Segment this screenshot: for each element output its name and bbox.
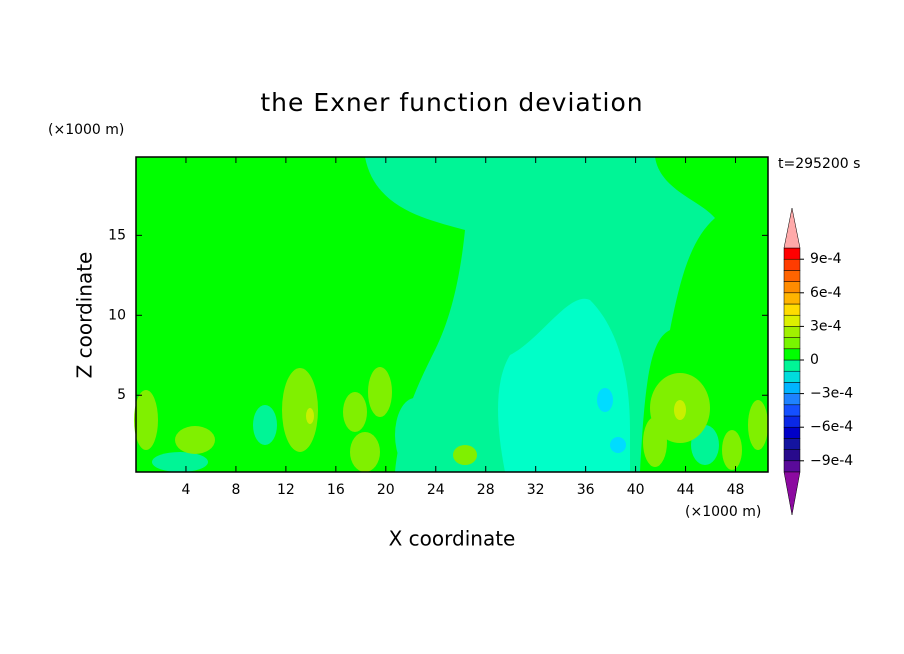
colorbar-band: [783, 326, 801, 338]
colorbar-label: −3e-4: [810, 386, 853, 402]
contour-region: [175, 426, 215, 454]
y-axis-label: Z coordinate: [73, 252, 97, 379]
colorbar-band: [783, 393, 801, 406]
contour-region: [674, 400, 686, 420]
colorbar-label: 6e-4: [810, 285, 842, 301]
colorbar-label: −6e-4: [810, 419, 853, 435]
colorbar-band: [783, 258, 801, 271]
contour-region: [368, 367, 392, 417]
x-tick-label: 4: [181, 482, 190, 498]
x-tick-label: 44: [677, 482, 695, 498]
colorbar-band: [783, 382, 801, 394]
x-tick-label: 20: [377, 482, 395, 498]
plot-frame: [135, 156, 769, 473]
colorbar-band: [783, 337, 801, 350]
colorbar-band: [783, 359, 801, 372]
contour-region: [722, 430, 742, 470]
colorbar-band: [783, 303, 801, 316]
x-tick-label: 8: [231, 482, 240, 498]
colorbar-band: [783, 247, 801, 260]
colorbar-band: [783, 270, 801, 282]
contour-region: [498, 298, 630, 472]
contour-region: [350, 432, 380, 472]
contour-region: [597, 388, 613, 412]
x-tick-label: 36: [577, 482, 595, 498]
contour-region: [134, 390, 158, 450]
x-tick-label: 40: [627, 482, 645, 498]
colorbar-label: 9e-4: [810, 251, 842, 267]
contour-region: [343, 392, 367, 432]
colorbar-band: [783, 314, 801, 327]
contour-region: [643, 417, 667, 467]
colorbar-band: [783, 281, 801, 294]
contour-region: [610, 437, 626, 453]
x-tick-label: 28: [477, 482, 495, 498]
contour-region: [282, 368, 318, 452]
colorbar-band: [783, 426, 801, 439]
contour-region: [395, 398, 435, 472]
x-tick-label: 32: [527, 482, 545, 498]
x-axis-label: X coordinate: [389, 527, 516, 551]
y-tick-label: 15: [108, 227, 126, 243]
chart-title: the Exner function deviation: [260, 88, 643, 117]
x-tick-label: 24: [427, 482, 445, 498]
x-unit: (×1000 m): [685, 504, 761, 520]
contour-region: [453, 445, 477, 465]
colorbar-band: [783, 460, 801, 473]
colorbar-label: 3e-4: [810, 318, 842, 334]
x-tick-label: 16: [327, 482, 345, 498]
contour-region: [306, 408, 314, 424]
colorbar-over: [783, 207, 801, 249]
contour-region: [152, 452, 208, 472]
contour-region: [253, 405, 277, 445]
colorbar-band: [783, 438, 801, 450]
colorbar-band: [783, 370, 801, 383]
colorbar-band: [783, 415, 801, 428]
colorbar-band: [783, 292, 801, 305]
colorbar-label: 0: [810, 352, 819, 368]
colorbar-band: [783, 404, 801, 417]
colorbar-band: [783, 449, 801, 462]
y-tick-label: 10: [108, 307, 126, 323]
y-unit: (×1000 m): [48, 122, 124, 138]
time-label: t=295200 s: [778, 156, 860, 172]
x-tick-label: 48: [727, 482, 745, 498]
colorbar-band: [783, 348, 801, 361]
y-tick-label: 5: [117, 387, 126, 403]
colorbar-under: [783, 471, 801, 516]
contour-region: [748, 400, 768, 450]
contour-field: [134, 156, 769, 473]
colorbar-label: −9e-4: [810, 453, 853, 469]
x-tick-label: 12: [277, 482, 295, 498]
